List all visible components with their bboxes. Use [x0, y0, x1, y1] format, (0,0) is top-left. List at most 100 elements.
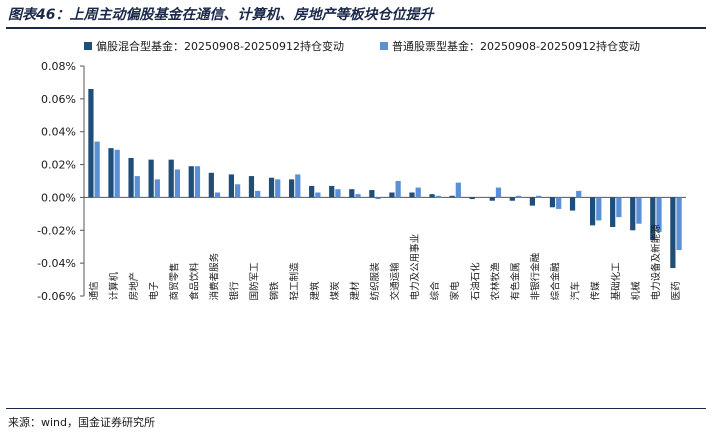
bar-2-综合金融 [556, 197, 562, 209]
bar-1-汽车 [569, 197, 576, 211]
bar-2-电子 [154, 179, 160, 198]
footer-rule [6, 408, 706, 409]
bar-2-综合 [435, 195, 441, 198]
category-label: 煤炭 [329, 281, 341, 301]
bar-2-纺织服装 [375, 197, 381, 200]
y-tick-label: 0.08% [41, 60, 76, 73]
bar-1-通信 [88, 89, 94, 198]
bar-2-机械 [636, 197, 642, 224]
bar-1-农林牧渔 [489, 197, 495, 201]
y-tick-label: 0.04% [41, 126, 76, 139]
bar-1-医药 [670, 197, 676, 269]
category-label: 基础化工 [610, 262, 622, 301]
legend-swatch-1 [84, 42, 92, 50]
category-label: 通信 [88, 281, 100, 300]
bar-2-医药 [676, 197, 682, 250]
category-label: 房地产 [128, 272, 140, 301]
category-label: 综合金融 [550, 262, 562, 301]
bar-chart: 偏股混合型基金：20250908-20250912持仓变动 普通股票型基金：202… [37, 39, 686, 303]
category-label: 机械 [630, 281, 642, 301]
bar-1-非银行金融 [529, 197, 535, 206]
category-label: 农林牧渔 [489, 262, 501, 301]
title-rule [6, 27, 706, 29]
bar-2-有色金属 [515, 195, 522, 198]
bar-1-食品饮料 [188, 166, 194, 198]
bar-2-交通运输 [395, 181, 401, 198]
category-label: 建筑 [309, 281, 321, 301]
bar-1-电力设备及新能源 [650, 197, 656, 241]
bar-2-农林牧渔 [495, 187, 502, 198]
bar-1-纺织服装 [369, 190, 375, 198]
bar-2-建筑 [315, 192, 321, 198]
bar-2-汽车 [576, 190, 582, 198]
category-label: 消费者服务 [208, 252, 220, 300]
category-label: 银行 [229, 281, 241, 301]
bar-2-非银行金融 [536, 195, 542, 198]
y-tick-label: -0.04% [37, 257, 76, 270]
category-label: 石油石化 [469, 262, 481, 301]
chart-title: 图表46：上周主动偏股基金在通信、计算机、房地产等板块仓位提升 [8, 7, 434, 23]
bar-2-商贸零售 [174, 169, 181, 198]
category-label: 轻工制造 [289, 262, 301, 301]
category-label: 医药 [671, 281, 682, 300]
bar-1-煤炭 [329, 185, 335, 198]
y-tick-label: 0.06% [41, 93, 76, 106]
bar-2-家电 [455, 182, 461, 198]
bar-1-电子 [148, 159, 154, 198]
bar-2-传媒 [596, 197, 602, 221]
bar-2-食品饮料 [194, 166, 201, 198]
source-note: 来源：wind，国金证券研究所 [8, 416, 156, 429]
bar-1-轻工制造 [288, 179, 295, 198]
bar-2-基础化工 [616, 197, 622, 218]
category-label: 食品饮料 [188, 262, 200, 301]
y-tick-label: 0.02% [41, 159, 76, 172]
bar-1-综合 [429, 194, 435, 198]
bar-1-综合金融 [549, 197, 556, 208]
category-label: 商贸零售 [168, 262, 180, 300]
bar-2-国防军工 [255, 190, 261, 198]
bar-1-交通运输 [389, 192, 395, 198]
category-label: 电子 [148, 281, 160, 301]
category-label: 有色金属 [509, 262, 521, 300]
y-tick-label: 0.00% [41, 191, 76, 204]
category-label: 建材 [349, 281, 361, 301]
y-tick-label: -0.06% [37, 290, 76, 303]
category-label: 钢铁 [269, 281, 281, 301]
bar-2-电力及公用事业 [415, 187, 421, 198]
bar-1-基础化工 [610, 197, 616, 227]
bar-2-房地产 [134, 176, 140, 198]
legend-label-2: 普通股票型基金：20250908-20250912持仓变动 [392, 39, 640, 53]
bar-2-石油石化 [475, 197, 482, 198]
bar-2-银行 [235, 184, 241, 198]
bar-1-国防军工 [248, 176, 255, 198]
bar-1-商贸零售 [168, 159, 174, 198]
y-tick-label: -0.02% [37, 224, 76, 237]
bar-2-钢铁 [275, 179, 281, 198]
bar-2-电力设备及新能源 [656, 197, 662, 232]
bar-2-轻工制造 [295, 174, 301, 198]
bar-1-机械 [630, 197, 636, 231]
category-label: 综合 [429, 281, 441, 301]
bar-1-建筑 [309, 185, 315, 198]
bar-2-消费者服务 [214, 192, 221, 198]
category-label: 国防军工 [249, 262, 261, 301]
bar-1-消费者服务 [208, 172, 214, 198]
bar-1-银行 [228, 174, 234, 198]
bar-1-计算机 [108, 148, 114, 198]
bar-2-通信 [94, 141, 100, 198]
bar-1-传媒 [589, 197, 596, 226]
category-label: 交通运输 [389, 262, 401, 301]
bar-1-房地产 [128, 158, 134, 198]
bar-1-电力及公用事业 [409, 192, 415, 198]
bar-1-有色金属 [509, 197, 515, 201]
legend-label-1: 偏股混合型基金：20250908-20250912持仓变动 [96, 39, 344, 53]
bar-2-建材 [355, 194, 361, 198]
bar-2-煤炭 [335, 189, 341, 198]
bar-1-钢铁 [268, 177, 275, 198]
category-label: 电力及公用事业 [409, 234, 421, 301]
category-label: 家电 [449, 281, 461, 301]
category-label: 汽车 [570, 281, 582, 300]
category-label: 纺织服装 [369, 262, 381, 301]
bar-2-计算机 [114, 149, 120, 198]
bar-1-建材 [349, 189, 355, 198]
